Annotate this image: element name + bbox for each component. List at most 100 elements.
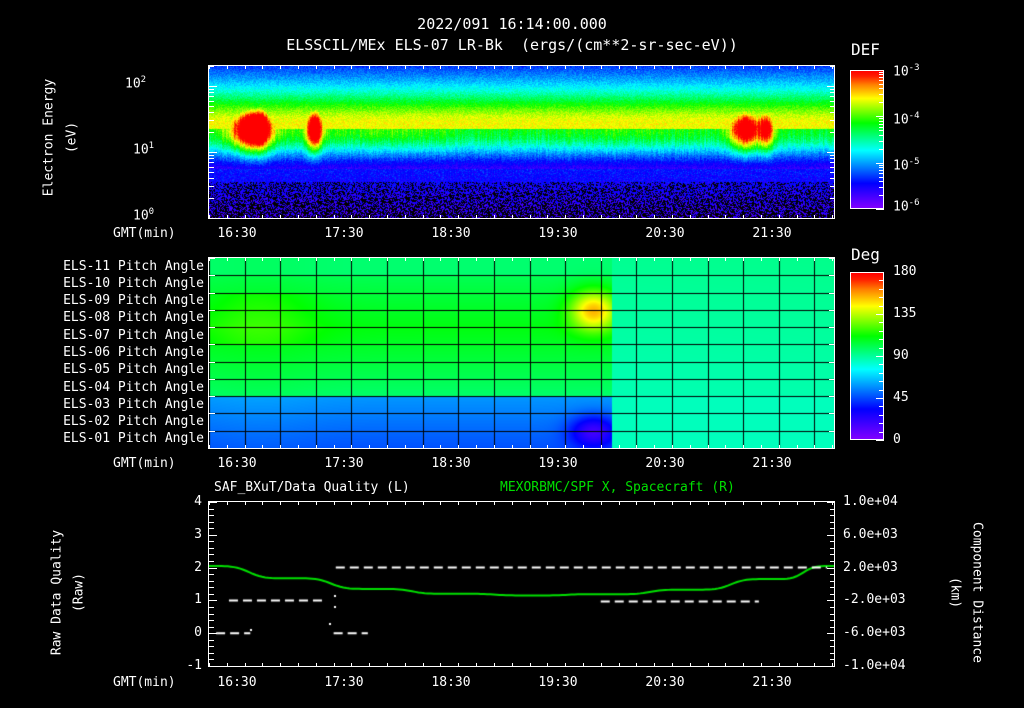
colorbar-tick bbox=[879, 381, 884, 382]
axis-tick bbox=[351, 257, 352, 261]
ytick bbox=[830, 155, 835, 156]
ytick bbox=[209, 431, 215, 432]
xtick-label: 17:30 bbox=[324, 675, 364, 690]
axis-tick bbox=[476, 257, 477, 261]
ytick-left bbox=[209, 666, 217, 667]
axis-tick bbox=[690, 445, 691, 449]
axis-tick bbox=[316, 257, 317, 261]
colorbar-tick bbox=[876, 314, 884, 315]
ytick-right bbox=[830, 614, 835, 615]
axis-tick bbox=[245, 445, 246, 449]
axis-tick bbox=[832, 215, 833, 219]
ytick bbox=[209, 101, 214, 102]
axis-tick bbox=[512, 215, 513, 219]
bottom-panel-ylabel-left: Raw Data Quality bbox=[49, 529, 65, 656]
axis-tick bbox=[779, 65, 780, 69]
axis-tick bbox=[601, 215, 602, 219]
axis-tick bbox=[832, 65, 833, 69]
axis-tick bbox=[530, 445, 531, 449]
axis-tick bbox=[832, 663, 833, 667]
axis-tick bbox=[369, 501, 370, 505]
colorbar-tick bbox=[876, 272, 884, 273]
axis-tick bbox=[405, 663, 406, 667]
axis-tick bbox=[280, 501, 281, 505]
ytick-label-right: 2.0e+03 bbox=[843, 560, 898, 575]
axis-tick bbox=[405, 445, 406, 449]
axis-tick bbox=[814, 445, 815, 449]
axis-tick bbox=[565, 257, 566, 261]
xtick-label: 16:30 bbox=[217, 226, 257, 241]
axis-tick bbox=[440, 215, 441, 219]
axis-tick bbox=[245, 663, 246, 667]
ytick bbox=[209, 379, 215, 380]
colorbar-tick bbox=[876, 163, 884, 164]
axis-tick bbox=[405, 215, 406, 219]
colorbar-tick bbox=[879, 77, 884, 78]
colorbar-tick bbox=[879, 177, 884, 178]
axis-tick bbox=[387, 501, 388, 505]
ytick-right bbox=[830, 646, 835, 647]
colorbar-tick bbox=[879, 364, 884, 365]
axis-tick bbox=[512, 445, 513, 449]
axis-tick bbox=[690, 257, 691, 261]
axis-tick bbox=[512, 501, 513, 505]
ytick bbox=[209, 396, 215, 397]
axis-tick bbox=[209, 501, 210, 505]
ytick-left bbox=[209, 561, 214, 562]
ytick bbox=[829, 431, 835, 432]
axis-tick bbox=[458, 65, 459, 69]
colorbar-tick bbox=[879, 348, 884, 349]
ytick-right bbox=[827, 568, 835, 569]
xtick-label: 18:30 bbox=[431, 456, 471, 471]
colorbar-tick bbox=[879, 127, 884, 128]
top-ytick-2: 102 bbox=[125, 75, 147, 92]
ytick bbox=[830, 101, 835, 102]
ytick bbox=[829, 258, 835, 259]
colorbar-tick bbox=[876, 70, 884, 71]
colorbar-tick bbox=[879, 195, 884, 196]
axis-tick bbox=[797, 445, 798, 449]
bottom-panel-xlabel: GMT(min) bbox=[113, 675, 176, 690]
page-title: 2022/091 16:14:00.000 bbox=[0, 14, 1024, 33]
axis-tick bbox=[280, 445, 281, 449]
axis-tick bbox=[351, 65, 352, 69]
axis-tick bbox=[440, 501, 441, 505]
axis-tick bbox=[476, 501, 477, 505]
axis-tick bbox=[512, 65, 513, 69]
axis-tick bbox=[476, 445, 477, 449]
axis-tick bbox=[619, 215, 620, 219]
axis-tick bbox=[227, 501, 228, 505]
axis-tick bbox=[369, 257, 370, 261]
axis-tick bbox=[779, 215, 780, 219]
ytick-label-left: 1 bbox=[194, 592, 202, 607]
ytick-right bbox=[830, 554, 835, 555]
ytick-left bbox=[209, 607, 214, 608]
ytick bbox=[209, 106, 214, 107]
axis-tick bbox=[725, 501, 726, 505]
ytick bbox=[209, 92, 214, 93]
axis-tick bbox=[761, 215, 762, 219]
bottom-panel-ylabel-right-unit: (km) bbox=[947, 576, 963, 609]
xtick-label: 19:30 bbox=[538, 675, 578, 690]
axis-tick bbox=[654, 445, 655, 449]
axis-tick bbox=[636, 257, 637, 261]
ytick bbox=[830, 106, 835, 107]
ytick-right bbox=[827, 633, 835, 634]
ytick-right bbox=[830, 515, 835, 516]
xtick-label: 18:30 bbox=[431, 226, 471, 241]
row-label-10: ELS-10 Pitch Angle bbox=[63, 276, 204, 291]
colorbar-tick bbox=[879, 141, 884, 142]
ytick-left bbox=[209, 659, 214, 660]
axis-tick bbox=[601, 445, 602, 449]
axis-tick bbox=[458, 215, 459, 219]
axis-tick bbox=[565, 215, 566, 219]
colorbar-tick bbox=[879, 289, 884, 290]
axis-tick bbox=[316, 215, 317, 219]
colorbar-tick bbox=[879, 94, 884, 95]
axis-tick bbox=[351, 445, 352, 449]
axis-tick bbox=[708, 215, 709, 219]
def-colorbar-tick-5: 10-5 bbox=[893, 157, 920, 174]
deg-colorbar-tick-135: 135 bbox=[893, 306, 917, 321]
axis-tick bbox=[779, 663, 780, 667]
colorbar-tick bbox=[879, 135, 884, 136]
